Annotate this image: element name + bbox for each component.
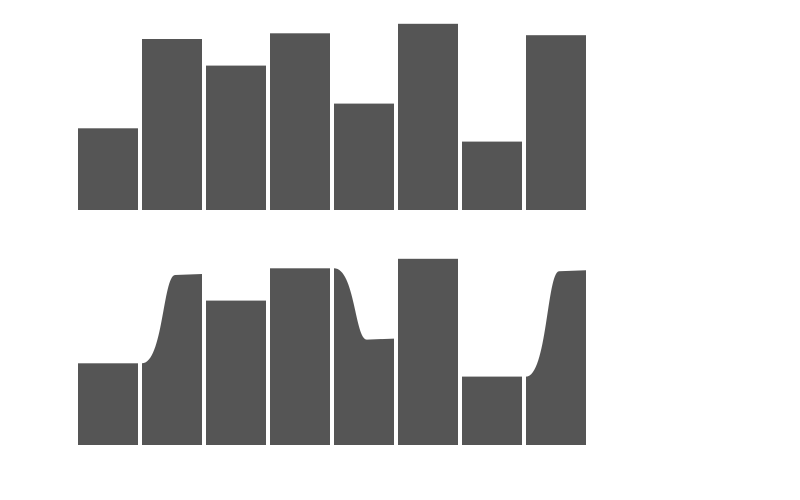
bar-panel0-0: [78, 128, 138, 210]
bar-panel0-4: [334, 103, 394, 210]
bar-panel1-6: [462, 376, 522, 445]
bar-panel1-1: [142, 274, 202, 445]
bar-panel0-2: [206, 65, 266, 210]
bar-panel1-3: [270, 268, 330, 445]
bar-panel1-0: [78, 363, 138, 445]
bar-panel0-3: [270, 33, 330, 210]
bar-panel1-7: [526, 270, 586, 445]
chart-panel-top: [78, 23, 586, 211]
bar-panel0-6: [462, 141, 522, 210]
bar-panel0-7: [526, 35, 586, 211]
bar-panel1-2: [206, 300, 266, 445]
bar-panel1-5: [398, 258, 458, 445]
bar-panel1-4: [334, 268, 394, 445]
bar-panel0-5: [398, 23, 458, 210]
bar-panel0-1: [142, 39, 202, 210]
chart-panel-bottom: [78, 258, 586, 445]
